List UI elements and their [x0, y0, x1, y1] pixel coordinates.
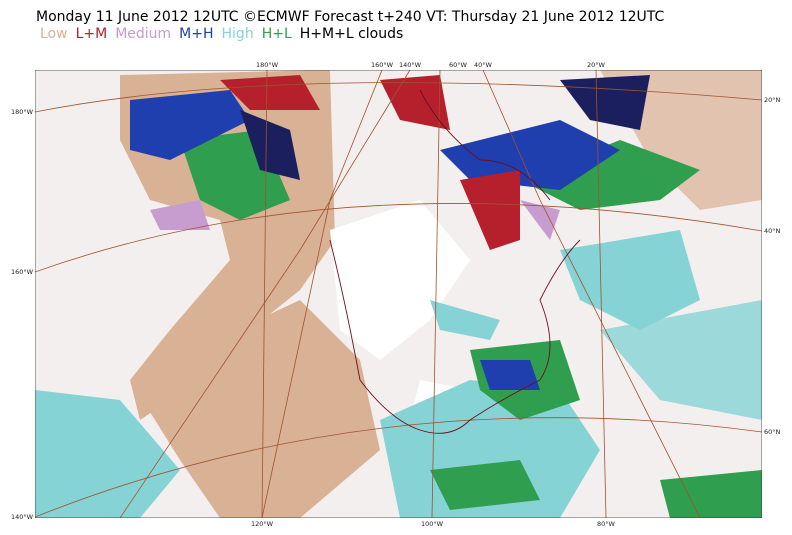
coord-label: 160°W [11, 268, 34, 276]
legend-suffix: H+M+L clouds [300, 26, 404, 42]
coord-label: 40°N [764, 227, 781, 235]
coord-label: 100°W [421, 520, 444, 528]
coord-label: 60°W [449, 61, 468, 69]
coord-label: 140°W [399, 61, 422, 69]
legend-item: Medium [115, 26, 171, 42]
legend-item: M+H [179, 26, 213, 42]
coord-label: 80°W [597, 520, 616, 528]
coord-label: 140°W [11, 513, 34, 521]
coord-label: 160°W [371, 61, 394, 69]
legend-item: H+L [262, 26, 292, 42]
legend-item: High [222, 26, 254, 42]
coord-label: 120°W [251, 520, 274, 528]
coord-label: 40°W [474, 61, 493, 69]
legend-item: Low [40, 26, 68, 42]
coord-label: 20°N [764, 96, 781, 104]
coord-label: 180°W [256, 61, 279, 69]
coord-label: 20°W [587, 61, 606, 69]
legend: Low L+M Medium M+H High H+L H+M+L clouds [40, 26, 403, 42]
coord-label: 60°N [764, 428, 781, 436]
legend-item: L+M [76, 26, 108, 42]
coord-label: 180°W [11, 108, 34, 116]
cloud-map [35, 70, 762, 518]
graticule-labels: 180°W 160°W 140°W 60°W 40°W 20°W 120°W 100°W 80°… [11, 61, 781, 528]
title: Monday 11 June 2012 12UTC ©ECMWF Forecas… [36, 9, 665, 25]
